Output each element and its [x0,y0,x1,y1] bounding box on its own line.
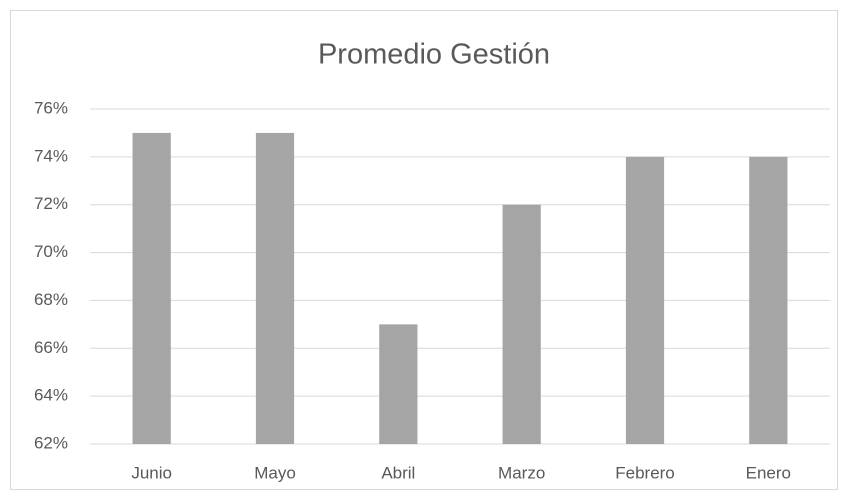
bar [379,324,418,444]
bar [255,132,295,444]
y-tick-label: 70% [34,242,68,261]
y-tick-label: 68% [34,290,68,309]
x-tick-label: Mayo [254,463,296,482]
y-tick-label: 74% [34,146,68,165]
y-tick-label: 66% [34,338,68,357]
bar [502,204,541,444]
y-tick-label: 62% [34,433,68,452]
y-tick-label: 72% [34,194,68,213]
x-tick-label: Febrero [615,463,675,482]
chart-title: Promedio Gestión [318,39,550,71]
x-tick-label: Marzo [498,463,545,482]
x-tick-label: Enero [746,463,791,482]
x-tick-label: Abril [381,463,415,482]
bar [749,156,788,444]
x-tick-label: Junio [131,463,172,482]
y-tick-label: 64% [34,386,68,405]
y-tick-label: 76% [34,98,68,117]
bar [625,156,665,444]
bar [132,132,171,444]
